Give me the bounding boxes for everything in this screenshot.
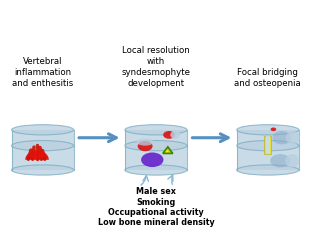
- Ellipse shape: [271, 127, 276, 131]
- Text: Local resolution
with
syndesmophyte
development: Local resolution with syndesmophyte deve…: [121, 46, 191, 88]
- Ellipse shape: [12, 141, 74, 151]
- Ellipse shape: [170, 131, 180, 139]
- Ellipse shape: [237, 165, 299, 175]
- Text: Low bone mineral density: Low bone mineral density: [98, 218, 214, 227]
- Text: Smoking: Smoking: [136, 198, 176, 207]
- Text: Focal bridging
and osteopenia: Focal bridging and osteopenia: [234, 68, 301, 88]
- Ellipse shape: [125, 141, 187, 151]
- Ellipse shape: [125, 125, 187, 135]
- Wedge shape: [25, 150, 49, 160]
- Ellipse shape: [166, 150, 168, 152]
- Ellipse shape: [286, 131, 300, 144]
- Ellipse shape: [237, 125, 299, 135]
- Text: Vertebral
inflammation
and enthesitis: Vertebral inflammation and enthesitis: [12, 57, 73, 88]
- Ellipse shape: [272, 131, 291, 144]
- Bar: [125, 146, 187, 170]
- Ellipse shape: [137, 138, 154, 146]
- Bar: [237, 130, 299, 146]
- Bar: [125, 130, 187, 146]
- Bar: [12, 130, 74, 146]
- Bar: [237, 146, 299, 170]
- Bar: [266, 135, 270, 154]
- Ellipse shape: [28, 150, 46, 159]
- Ellipse shape: [141, 152, 163, 167]
- Ellipse shape: [125, 165, 187, 175]
- Text: Male sex: Male sex: [136, 187, 176, 196]
- Ellipse shape: [12, 165, 74, 175]
- Text: Occupational activity: Occupational activity: [108, 208, 204, 217]
- Ellipse shape: [237, 141, 299, 151]
- Bar: [264, 135, 271, 154]
- Ellipse shape: [138, 141, 153, 151]
- Bar: [12, 146, 74, 170]
- Ellipse shape: [285, 154, 299, 167]
- Ellipse shape: [12, 125, 74, 135]
- Ellipse shape: [163, 131, 175, 139]
- Polygon shape: [163, 147, 173, 153]
- Ellipse shape: [270, 154, 290, 167]
